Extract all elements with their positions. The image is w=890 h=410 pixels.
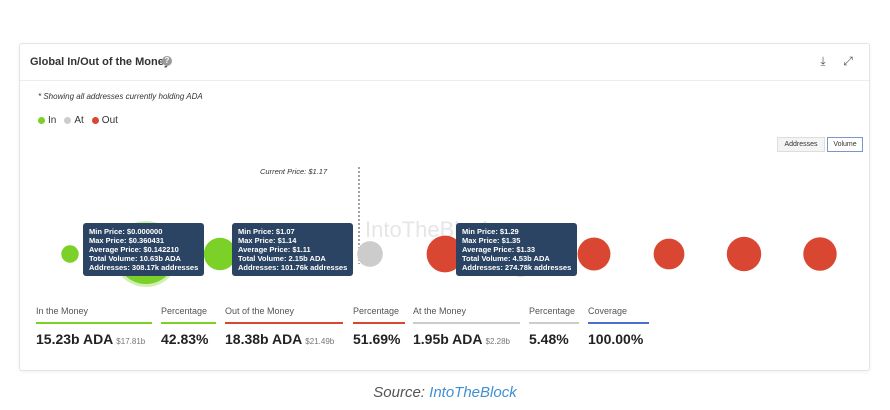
stat-underline xyxy=(413,322,520,324)
legend-dot-at xyxy=(64,116,72,124)
legend-item-out[interactable]: Out xyxy=(91,114,118,126)
bubble-at[interactable] xyxy=(357,241,383,267)
stat-out-percentage: Percentage 51.69% xyxy=(353,306,405,347)
stat-usd: $21.49b xyxy=(305,337,335,346)
stat-label: Percentage xyxy=(161,306,208,316)
tooltip-line: Min Price: $0.000000 xyxy=(89,227,163,236)
tooltip-line: Total Volume: 10.63b ADA xyxy=(89,254,181,263)
bubble-in[interactable] xyxy=(203,237,237,271)
legend-label-in: In xyxy=(48,114,57,126)
bubble-out[interactable] xyxy=(726,236,762,272)
stat-value: 18.38b ADA $21.49b xyxy=(225,331,335,347)
stat-at-percentage: Percentage 5.48% xyxy=(529,306,579,347)
stat-value: 15.23b ADA $17.81b xyxy=(36,331,146,347)
tooltip-line: Max Price: $0.360431 xyxy=(89,236,165,245)
bubble-in[interactable] xyxy=(61,245,79,263)
stat-label: Out of the Money xyxy=(225,306,295,316)
stat-underline xyxy=(588,322,649,324)
source-prefix: Source: xyxy=(373,384,430,401)
tooltip-line: Addresses: 308.17k addresses xyxy=(89,263,199,272)
legend-item-in[interactable]: In xyxy=(38,115,56,126)
holding-note: * Showing all addresses currently holdin… xyxy=(38,92,203,101)
stat-label: At the Money xyxy=(413,306,467,316)
stat-underline xyxy=(161,322,216,324)
current-price-label: Current Price: $1.17 xyxy=(260,167,328,176)
source-caption: Source: IntoTheBlock xyxy=(0,384,890,401)
addresses-toggle[interactable]: Addresses xyxy=(777,137,825,152)
tooltip-bucket-current: Min Price: $1.07 Max Price: $1.14 Averag… xyxy=(232,223,354,276)
help-icon[interactable]: ? xyxy=(162,56,172,66)
card-title: Global In/Out of the Money xyxy=(30,56,170,68)
stat-value: 5.48% xyxy=(529,331,569,347)
stat-out-of-the-money: Out of the Money 18.38b ADA $21.49b xyxy=(225,306,343,347)
tooltip-line: Total Volume: 4.53b ADA xyxy=(462,254,550,263)
tooltip-line: Min Price: $1.29 xyxy=(462,227,519,236)
stat-value: 1.95b ADA $2.28b xyxy=(413,331,510,347)
bubble-out[interactable] xyxy=(803,237,837,271)
source-link[interactable]: IntoTheBlock xyxy=(429,384,517,401)
stat-usd: $17.81b xyxy=(116,337,146,346)
chart-card: Global In/Out of the Money ? ⤓ ⤢ * Showi… xyxy=(19,43,870,371)
stat-coverage: Coverage 100.00% xyxy=(588,306,649,347)
stat-value: 42.83% xyxy=(161,331,209,347)
stat-value: 100.00% xyxy=(588,331,644,347)
tooltip-line: Total Volume: 2.15b ADA xyxy=(238,254,326,263)
tooltip-line: Max Price: $1.35 xyxy=(462,236,521,245)
tooltip-line: Addresses: 274.78k addresses xyxy=(462,263,572,272)
legend-dot-in xyxy=(38,116,45,124)
stat-label: Coverage xyxy=(588,306,628,316)
tooltip-bucket-low: Min Price: $0.000000 Max Price: $0.36043… xyxy=(83,223,205,276)
tooltip-line: Max Price: $1.14 xyxy=(238,236,297,245)
legend-label-at: At xyxy=(74,114,84,126)
tooltip-line: Min Price: $1.07 xyxy=(238,227,295,236)
stat-underline xyxy=(353,322,405,324)
stat-label: Percentage xyxy=(529,306,576,316)
legend: In At Out xyxy=(38,114,118,126)
stat-at-the-money: At the Money 1.95b ADA $2.28b xyxy=(413,306,520,347)
tooltip-line: Average Price: $0.142210 xyxy=(89,245,179,254)
tooltip-line: Addresses: 101.76k addresses xyxy=(238,263,348,272)
tooltip-line: Average Price: $1.33 xyxy=(462,245,536,254)
bubble-out[interactable] xyxy=(653,238,685,270)
bubble-out[interactable] xyxy=(577,237,611,271)
tooltip-line: Average Price: $1.11 xyxy=(238,245,311,254)
download-icon[interactable]: ⤓ xyxy=(820,54,826,68)
stat-label: Percentage xyxy=(353,306,400,316)
legend-label-out: Out xyxy=(101,114,118,126)
stat-underline xyxy=(225,322,343,324)
bubble-out[interactable] xyxy=(426,235,464,273)
legend-item-at[interactable]: At xyxy=(64,114,84,126)
card-header: Global In/Out of the Money ? ⤓ ⤢ xyxy=(20,44,869,81)
legend-dot-out xyxy=(91,116,99,124)
stat-in-the-money: In the Money 15.23b ADA $17.81b xyxy=(36,306,152,347)
stat-in-percentage: Percentage 42.83% xyxy=(161,306,216,347)
volume-toggle[interactable]: Volume xyxy=(827,137,863,152)
stat-label: In the Money xyxy=(36,306,89,316)
stat-usd: $2.28b xyxy=(485,337,510,346)
expand-icon[interactable]: ⤢ xyxy=(843,54,853,68)
tooltip-bucket-out: Min Price: $1.29 Max Price: $1.35 Averag… xyxy=(456,223,578,276)
stat-underline xyxy=(529,322,579,324)
stat-value: 51.69% xyxy=(353,331,401,347)
stat-underline xyxy=(36,322,152,324)
